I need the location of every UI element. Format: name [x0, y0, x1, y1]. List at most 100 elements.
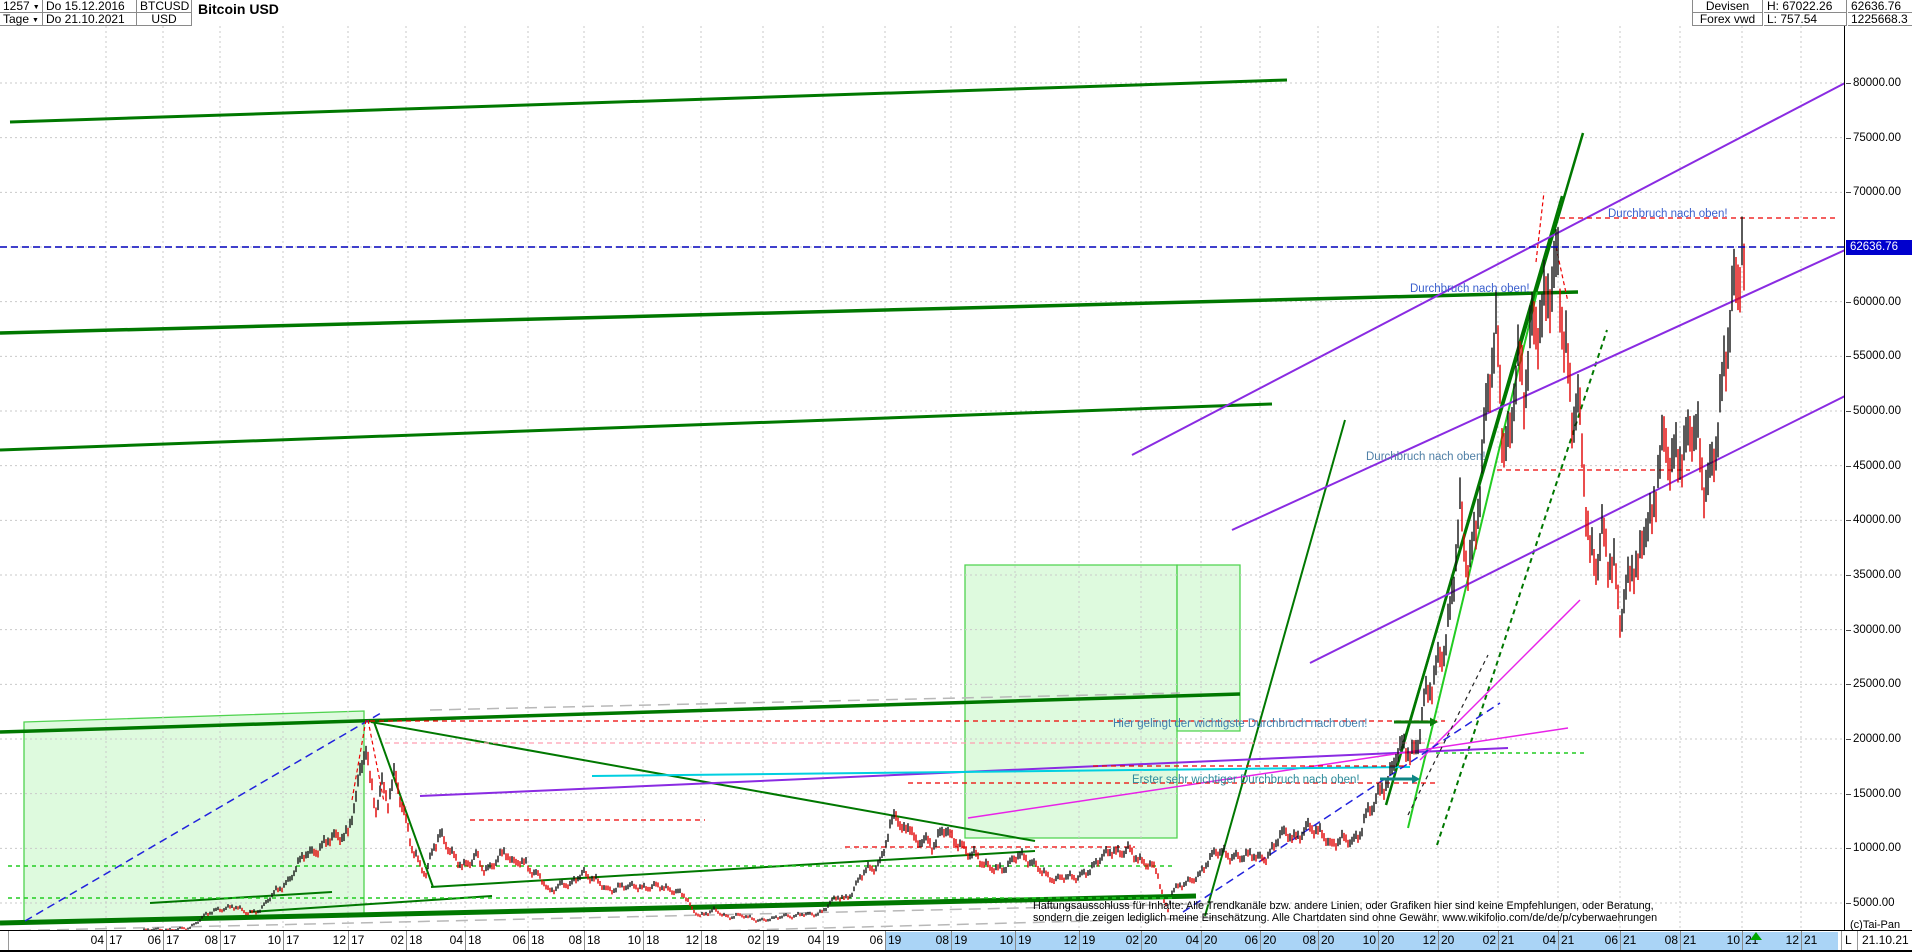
period-low-label: L: 757.54	[1764, 13, 1847, 26]
annotation-text: Hier gelingt der wichtigste Durchbruch n…	[1113, 718, 1367, 730]
chevron-down-icon	[32, 17, 39, 24]
x-axis-month: 10	[627, 933, 641, 947]
period-high-label: H: 67022.26	[1764, 0, 1847, 13]
x-axis-tick	[348, 931, 349, 950]
trend-line	[0, 893, 1197, 926]
x-axis-tick	[1141, 931, 1142, 950]
x-axis-tick	[220, 931, 221, 950]
period-label: Tage	[3, 13, 30, 26]
disclaimer-line2: sondern die zeigen lediglich meine Einsc…	[1033, 911, 1658, 924]
axis-divider	[8, 931, 9, 950]
y-axis-tick	[1846, 465, 1851, 467]
volume-label: 1225668.3	[1851, 13, 1908, 26]
x-axis-year: 20	[1321, 933, 1335, 947]
bars-dropdown[interactable]: 1257	[0, 0, 43, 13]
linear-scale-label[interactable]: L	[1845, 933, 1852, 947]
y-axis-label: 10000.00	[1853, 842, 1901, 855]
trend-line	[1231, 249, 1846, 531]
x-axis-tick	[465, 931, 466, 950]
date-to[interactable]: Do 21.10.2021	[43, 13, 137, 26]
y-axis-label: 30000.00	[1853, 623, 1901, 636]
x-axis-tick	[1620, 931, 1621, 950]
x-axis-month: 04	[807, 933, 821, 947]
price-axis[interactable]: 80000.0075000.0070000.0065000.0060000.00…	[1846, 26, 1912, 931]
x-axis-year: 19	[1018, 933, 1032, 947]
x-axis-tick	[528, 931, 529, 950]
x-axis-year: 20	[1381, 933, 1395, 947]
x-axis-year: 18	[587, 933, 601, 947]
currency-label: USD	[137, 13, 192, 26]
market-cell: Devisen Forex vwd	[1692, 0, 1763, 26]
trend-line	[0, 902, 1241, 932]
x-axis-tick	[763, 931, 764, 950]
y-axis-tick	[1846, 793, 1851, 795]
x-axis-year: 17	[109, 933, 123, 947]
period-cell: 1257 Tage	[0, 0, 43, 26]
trend-line	[9, 78, 1288, 124]
trend-line	[1204, 419, 1346, 917]
trend-line	[0, 692, 1241, 734]
x-axis-month: 06	[147, 933, 161, 947]
x-axis-tick	[1498, 931, 1499, 950]
x-axis-month: 02	[390, 933, 404, 947]
current-price-tag: 62636.76	[1846, 240, 1912, 255]
last-price-cell: 62636.76 1225668.3	[1848, 0, 1912, 26]
y-axis-tick	[1846, 356, 1851, 358]
x-axis-year: 20	[1144, 933, 1158, 947]
y-axis-tick	[1846, 629, 1851, 631]
x-axis-tick	[1558, 931, 1559, 950]
x-axis-year: 18	[409, 933, 423, 947]
x-axis-year: 21	[1804, 933, 1818, 947]
x-axis-tick	[163, 931, 164, 950]
y-axis-tick	[1846, 684, 1851, 686]
x-axis-year: 21	[1683, 933, 1697, 947]
x-axis-month: 08	[1302, 933, 1316, 947]
x-axis-tick	[1201, 931, 1202, 950]
trend-line	[1407, 654, 1489, 816]
x-axis-month: 02	[747, 933, 761, 947]
annotation-text: Erster sehr wichtiger Durchbruch nach ob…	[1132, 774, 1360, 786]
trend-line	[1309, 395, 1846, 664]
annotation-arrowhead	[1412, 774, 1420, 784]
annotation-text: Durchbruch nach oben!	[1366, 451, 1486, 463]
trend-line	[1535, 191, 1545, 263]
x-axis-year: 17	[286, 933, 300, 947]
symbol-cell: BTCUSD USD	[137, 0, 192, 26]
x-axis-year: 21	[1501, 933, 1515, 947]
date-range-cell: Do 15.12.2016 Do 21.10.2021	[43, 0, 137, 26]
trend-line	[430, 850, 1036, 888]
date-from[interactable]: Do 15.12.2016	[43, 0, 137, 13]
x-axis-tick	[885, 931, 886, 950]
y-axis-tick	[1846, 301, 1851, 303]
x-axis-year: 21	[1623, 933, 1637, 947]
x-axis-month: 06	[1604, 933, 1618, 947]
x-axis-tick	[1801, 931, 1802, 950]
x-axis-month: 06	[512, 933, 526, 947]
x-axis-month: 04	[90, 933, 104, 947]
time-axis[interactable]: 04 17 06 17 08 17 10 17 12 17 02 18 04 18 06 18 08 18 10 18…	[0, 930, 1912, 952]
x-axis-tick	[951, 931, 952, 950]
candlestick-chart[interactable]: Durchbruch nach oben! Durchbruch nach obe…	[0, 26, 1846, 951]
x-axis-month: 04	[1185, 933, 1199, 947]
x-axis-tick	[1015, 931, 1016, 950]
x-axis-month: 10	[1362, 933, 1376, 947]
axis-divider	[1857, 931, 1858, 950]
last-price-label: 62636.76	[1848, 0, 1912, 13]
x-axis-month: 10	[999, 933, 1013, 947]
axis-divider	[1841, 931, 1842, 950]
x-axis-year: 18	[646, 933, 660, 947]
x-axis-tick	[1378, 931, 1379, 950]
axis-highlight-band	[886, 932, 1838, 950]
y-axis-tick	[1846, 192, 1851, 194]
y-axis-tick	[1846, 575, 1851, 576]
y-axis-tick	[1846, 411, 1851, 412]
trend-line	[367, 719, 385, 803]
price-chart-canvas[interactable]: Durchbruch nach oben! Durchbruch nach obe…	[0, 26, 1846, 951]
y-axis-label: 75000.00	[1853, 131, 1901, 144]
period-dropdown[interactable]: Tage	[0, 13, 43, 26]
x-axis-month: 04	[449, 933, 463, 947]
x-axis-month: 12	[1785, 933, 1799, 947]
trend-line	[0, 402, 1273, 452]
y-axis-tick	[1846, 848, 1851, 850]
y-axis-label: 70000.00	[1853, 186, 1901, 199]
